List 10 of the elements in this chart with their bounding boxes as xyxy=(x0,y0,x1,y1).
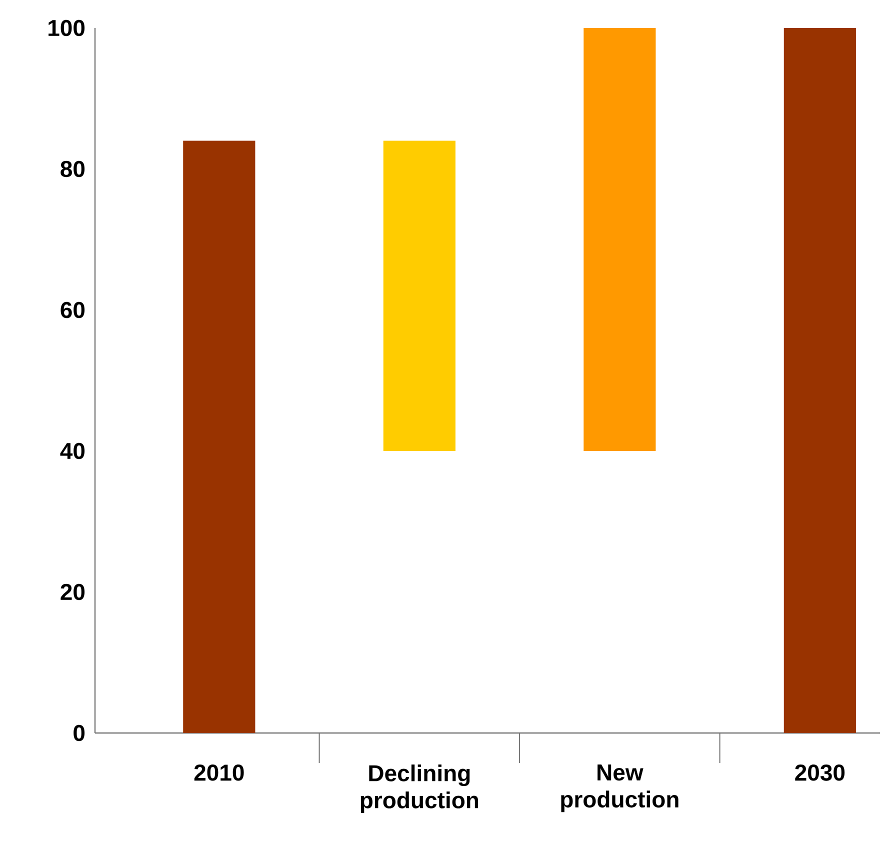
x-tick-label: New production xyxy=(561,764,678,812)
x-tick-label: 2010 xyxy=(194,764,244,781)
y-tick-label: 40 xyxy=(60,442,85,460)
x-tick-label: Declining production xyxy=(360,764,478,813)
y-tick-label: 80 xyxy=(60,160,85,178)
y-tick-label: 60 xyxy=(60,302,85,318)
y-tick-label: 0 xyxy=(74,724,85,742)
y-tick-label: 100 xyxy=(48,20,85,36)
y-tick-label: 20 xyxy=(60,584,85,600)
x-tick-label: 2030 xyxy=(795,764,845,781)
